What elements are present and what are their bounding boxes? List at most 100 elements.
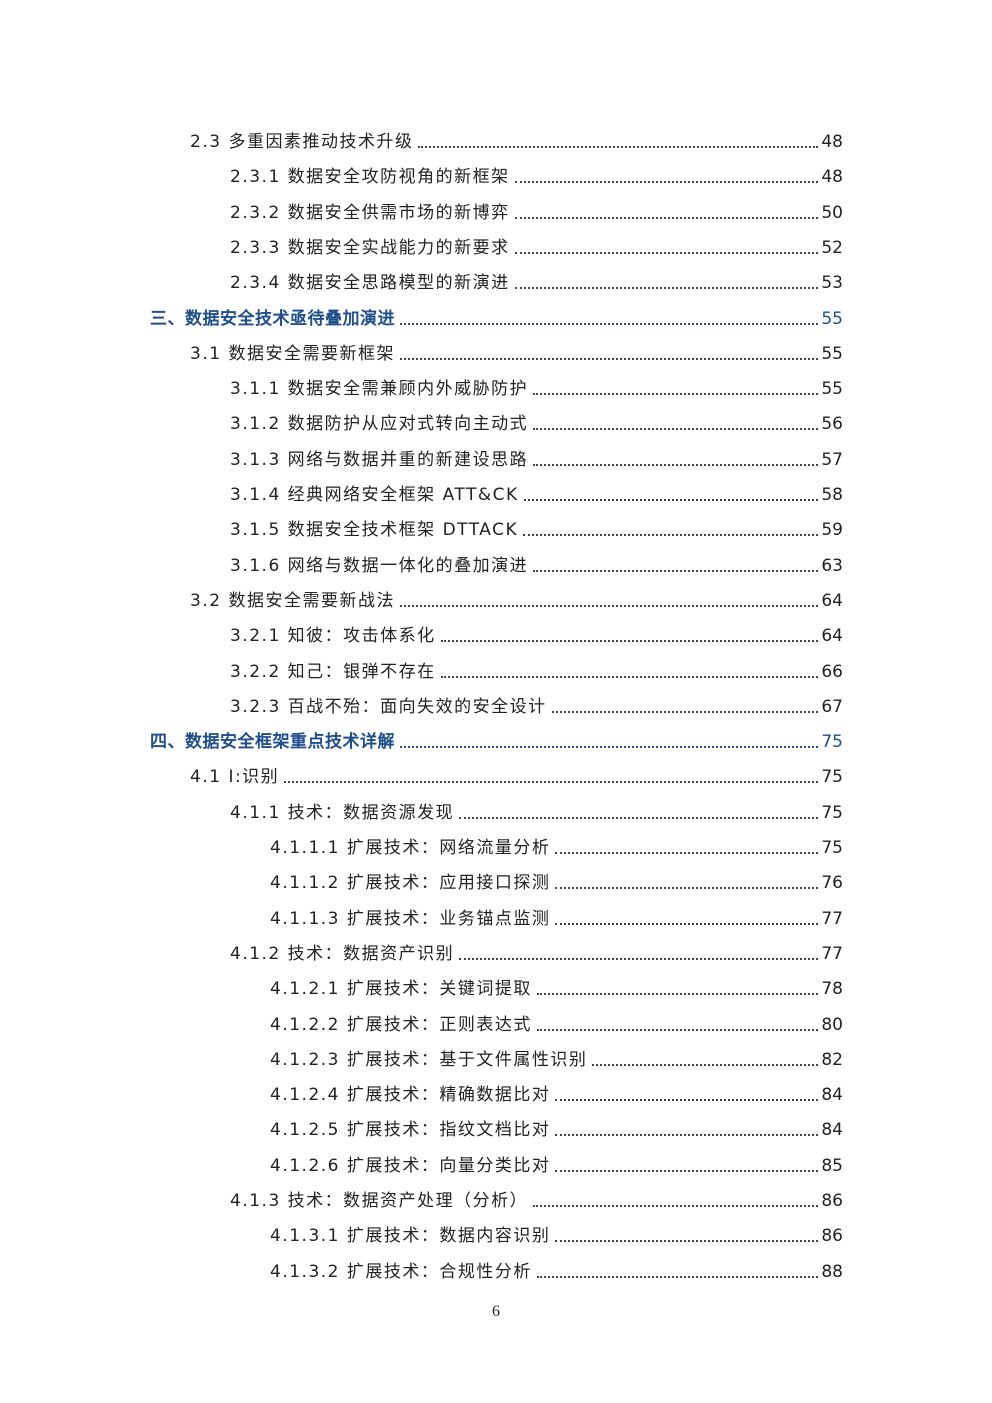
toc-entry-page: 84 xyxy=(821,1085,843,1106)
toc-entry[interactable]: 4.1.1 技术：数据资源发现 75 xyxy=(230,790,843,824)
toc-entry-page: 53 xyxy=(821,273,843,294)
dot-leader xyxy=(523,499,819,501)
toc-entry-title: 3.1.3 网络与数据并重的新建设思路 xyxy=(230,449,529,470)
toc-entry-title: 三、数据安全技术亟待叠加演进 xyxy=(150,308,395,329)
dot-leader xyxy=(459,816,819,819)
toc-entry[interactable]: 三、数据安全技术亟待叠加演进 55 xyxy=(150,296,843,330)
page-number: 6 xyxy=(492,1303,500,1320)
toc-entry[interactable]: 4.1.2.2 扩展技术：正则表达式 80 xyxy=(270,1002,843,1036)
toc-entry-title: 4.1.2.4 扩展技术：精确数据比对 xyxy=(270,1085,551,1106)
toc-entry[interactable]: 3.1 数据安全需要新框架 55 xyxy=(190,331,843,365)
toc-entry[interactable]: 3.2.3 百战不殆：面向失效的安全设计 67 xyxy=(230,684,843,718)
toc-entry-page: 55 xyxy=(821,379,843,400)
toc-entry[interactable]: 3.1.4 经典网络安全框架 ATT&CK 58 xyxy=(230,472,843,506)
dot-leader xyxy=(399,357,819,360)
toc-entry-page: 75 xyxy=(821,767,843,788)
toc-entry-page: 85 xyxy=(821,1155,843,1176)
dot-leader xyxy=(533,463,819,466)
dot-leader xyxy=(523,534,819,537)
toc-entry[interactable]: 2.3.2 数据安全供需市场的新博弈 50 xyxy=(230,190,843,224)
toc-entry-title: 4.1.1.3 扩展技术：业务锚点监测 xyxy=(270,908,551,929)
toc-entry[interactable]: 4.1.1.3 扩展技术：业务锚点监测 77 xyxy=(270,896,843,930)
dot-leader xyxy=(551,710,819,713)
toc-entry-title: 3.2.3 百战不殆：面向失效的安全设计 xyxy=(230,696,547,717)
dot-leader xyxy=(418,146,819,148)
toc-entry-page: 59 xyxy=(821,520,843,541)
toc-entry[interactable]: 3.1.3 网络与数据并重的新建设思路 57 xyxy=(230,437,843,471)
toc-entry-title: 3.1.6 网络与数据一体化的叠加演进 xyxy=(230,555,529,576)
toc-entry[interactable]: 4.1.2.6 扩展技术：向量分类比对 85 xyxy=(270,1143,843,1177)
dot-leader xyxy=(555,887,819,890)
toc-entry-page: 48 xyxy=(821,132,843,152)
dot-leader xyxy=(459,957,819,960)
toc-entry-title: 4.1 I:识别 xyxy=(190,767,280,788)
toc-entry-title: 4.1.2.3 扩展技术：基于文件属性识别 xyxy=(270,1049,588,1070)
toc-entry-title: 2.3.1 数据安全攻防视角的新框架 xyxy=(230,167,510,188)
dot-leader xyxy=(555,1240,819,1243)
dot-leader xyxy=(533,569,819,572)
toc-entry[interactable]: 4.1.2.4 扩展技术：精确数据比对 84 xyxy=(270,1072,843,1106)
toc-entry[interactable]: 4.1.2 技术：数据资产识别 77 xyxy=(230,931,843,965)
toc-entry[interactable]: 3.1.2 数据防护从应对式转向主动式 56 xyxy=(230,401,843,435)
toc-entry[interactable]: 4.1.3 技术：数据资产处理（分析） 86 xyxy=(230,1178,843,1212)
toc-entry-title: 4.1.1.2 扩展技术：应用接口探测 xyxy=(270,873,551,894)
toc-entry-title: 2.3.4 数据安全思路模型的新演进 xyxy=(230,273,510,294)
dot-leader xyxy=(536,993,819,996)
dot-leader xyxy=(514,216,819,219)
toc-entry[interactable]: 4.1.1.1 扩展技术：网络流量分析 75 xyxy=(270,825,843,859)
dot-leader xyxy=(555,1099,819,1102)
toc-entry-page: 84 xyxy=(821,1120,843,1141)
toc-entry[interactable]: 2.3.1 数据安全攻防视角的新框架 48 xyxy=(230,154,843,188)
toc-entry-page: 82 xyxy=(821,1049,843,1070)
dot-leader xyxy=(514,287,819,290)
toc-entry[interactable]: 四、数据安全框架重点技术详解 75 xyxy=(150,719,843,753)
toc-entry[interactable]: 4.1 I:识别 75 xyxy=(190,754,843,788)
dot-leader xyxy=(514,181,819,184)
toc-entry-title: 2.3.2 数据安全供需市场的新博弈 xyxy=(230,202,510,223)
toc-entry[interactable]: 2.3 多重因素推动技术升级 48 xyxy=(190,119,843,153)
toc-entry[interactable]: 4.1.1.2 扩展技术：应用接口探测 76 xyxy=(270,860,843,894)
toc-entry-page: 86 xyxy=(821,1226,843,1247)
toc-entry-page: 75 xyxy=(821,802,843,823)
toc-entry[interactable]: 3.2 数据安全需要新战法 64 xyxy=(190,578,843,612)
toc-entry[interactable]: 4.1.3.1 扩展技术：数据内容识别 86 xyxy=(270,1213,843,1247)
toc-entry[interactable]: 3.1.1 数据安全需兼顾内外威胁防护 55 xyxy=(230,366,843,400)
toc-entry[interactable]: 3.2.2 知己：银弹不存在 66 xyxy=(230,649,843,683)
toc-entry[interactable]: 4.1.3.2 扩展技术：合规性分析 88 xyxy=(270,1249,843,1283)
toc-entry-page: 67 xyxy=(821,696,843,717)
toc-entry-title: 3.2 数据安全需要新战法 xyxy=(190,590,395,611)
toc-entry-title: 4.1.3.1 扩展技术：数据内容识别 xyxy=(270,1226,551,1247)
toc-entry-title: 3.1.1 数据安全需兼顾内外威胁防护 xyxy=(230,379,529,400)
toc-entry-title: 4.1.2.5 扩展技术：指纹文档比对 xyxy=(270,1120,551,1141)
toc-entry[interactable]: 4.1.2.1 扩展技术：关键词提取 78 xyxy=(270,966,843,1000)
toc-entry-title: 4.1.1 技术：数据资源发现 xyxy=(230,802,455,823)
dot-leader xyxy=(592,1063,819,1066)
toc-entry[interactable]: 3.2.1 知彼：攻击体系化 64 xyxy=(230,613,843,647)
toc-entry-title: 2.3 多重因素推动技术升级 xyxy=(190,132,414,152)
toc-entry-title: 3.1.4 经典网络安全框架 ATT&CK xyxy=(230,485,519,505)
dot-leader xyxy=(555,1169,819,1172)
dot-leader xyxy=(533,428,819,431)
dot-leader xyxy=(514,251,819,254)
toc-entry-title: 4.1.3 技术：数据资产处理（分析） xyxy=(230,1191,529,1211)
toc-entry[interactable]: 4.1.2.3 扩展技术：基于文件属性识别 82 xyxy=(270,1037,843,1071)
toc-entry-title: 四、数据安全框架重点技术详解 xyxy=(150,732,395,753)
toc-entry[interactable]: 2.3.3 数据安全实战能力的新要求 52 xyxy=(230,225,843,259)
toc-entry-page: 66 xyxy=(821,661,843,682)
dot-leader xyxy=(533,1205,819,1207)
toc-entry[interactable]: 2.3.4 数据安全思路模型的新演进 53 xyxy=(230,260,843,294)
dot-leader xyxy=(536,1275,819,1278)
toc-entry[interactable]: 3.1.5 数据安全技术框架 DTTACK 59 xyxy=(230,507,843,541)
toc-entry[interactable]: 3.1.6 网络与数据一体化的叠加演进 63 xyxy=(230,543,843,577)
toc-entry-title: 4.1.1.1 扩展技术：网络流量分析 xyxy=(270,838,551,858)
toc-entry-page: 50 xyxy=(821,202,843,223)
toc-entry-title: 4.1.2.6 扩展技术：向量分类比对 xyxy=(270,1155,551,1176)
toc-entry-title: 3.1.5 数据安全技术框架 DTTACK xyxy=(230,520,519,541)
toc-entry[interactable]: 4.1.2.5 扩展技术：指纹文档比对 84 xyxy=(270,1107,843,1141)
toc-entry-page: 77 xyxy=(821,908,843,929)
toc-entry-page: 64 xyxy=(821,590,843,611)
toc-entry-page: 55 xyxy=(821,343,843,364)
toc-entry-title: 3.1 数据安全需要新框架 xyxy=(190,343,395,364)
dot-leader xyxy=(399,604,819,607)
toc-entry-title: 3.2.2 知己：银弹不存在 xyxy=(230,661,436,682)
